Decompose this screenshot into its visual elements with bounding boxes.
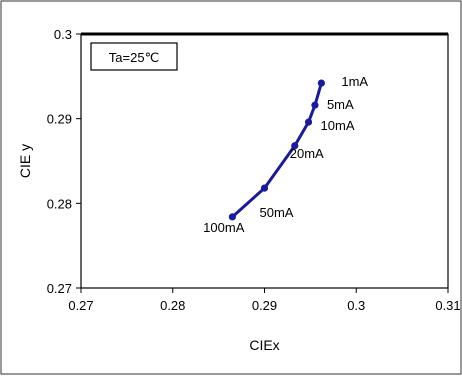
x-tick-label: 0.28 — [160, 298, 185, 313]
data-point — [311, 101, 319, 109]
data-label: 100mA — [203, 220, 245, 235]
y-axis: 0.27 0.28 0.29 0.3 — [47, 27, 81, 296]
x-axis: 0.27 0.28 0.29 0.3 0.31 — [68, 288, 461, 313]
y-tick-label: 0.27 — [47, 281, 72, 296]
data-label: 20mA — [290, 146, 324, 161]
data-point — [317, 79, 325, 87]
data-labels: 1mA 5mA 10mA 20mA 50mA 100mA — [203, 74, 368, 235]
x-tick-label: 0.27 — [68, 298, 93, 313]
data-points — [228, 79, 325, 221]
data-label: 1mA — [341, 74, 368, 89]
data-point — [228, 213, 236, 221]
annotation-text: Ta=25℃ — [109, 50, 159, 65]
data-point — [260, 184, 269, 192]
x-tick-label: 0.31 — [435, 298, 460, 313]
x-tick-label: 0.3 — [347, 298, 365, 313]
y-axis-title: CIE y — [17, 144, 33, 178]
data-label: 10mA — [321, 118, 355, 133]
annotation-frame — [90, 42, 178, 71]
data-label: 50mA — [260, 205, 294, 220]
x-tick-label: 0.29 — [252, 298, 277, 313]
y-tick-label: 0.3 — [54, 27, 72, 42]
y-tick-label: 0.28 — [47, 196, 72, 211]
series-line — [230, 81, 323, 219]
x-axis-title: CIEx — [249, 337, 279, 353]
data-point — [291, 142, 299, 150]
y-tick-label: 0.29 — [47, 112, 72, 127]
data-label: 5mA — [327, 97, 354, 112]
data-point — [304, 118, 313, 126]
annotation-box: Ta=25℃ — [90, 42, 178, 71]
